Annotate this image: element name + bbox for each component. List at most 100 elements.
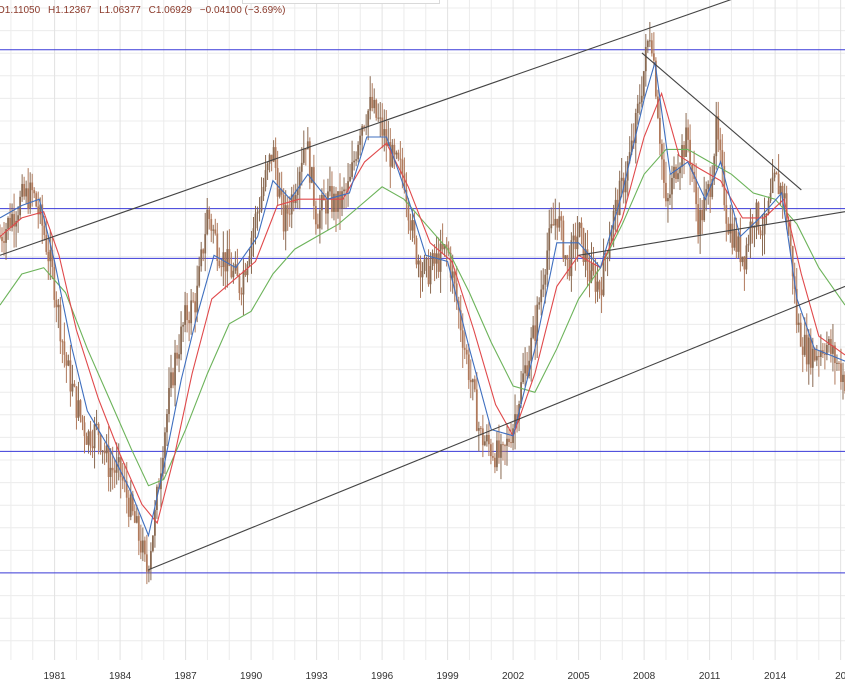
candle-body bbox=[564, 255, 567, 259]
candle-body bbox=[248, 256, 251, 265]
candle-body bbox=[811, 348, 814, 368]
candle-body bbox=[494, 457, 496, 468]
candle-body bbox=[799, 322, 802, 347]
candle-body bbox=[75, 386, 78, 418]
candle-body bbox=[314, 206, 317, 225]
candle-body bbox=[27, 188, 30, 209]
candle-body bbox=[262, 186, 265, 197]
candle-body bbox=[524, 365, 527, 374]
x-axis: 1981 1984 1987 1990 1993 1996 1999 2002 2005 2008… bbox=[43, 671, 845, 682]
candle-body bbox=[783, 193, 786, 199]
candle-body bbox=[496, 440, 498, 468]
x-tick-label: 1981 bbox=[43, 671, 66, 682]
candle-body bbox=[216, 233, 219, 261]
candle-body bbox=[67, 360, 70, 366]
candle-body bbox=[789, 234, 792, 247]
candle-body bbox=[45, 234, 48, 252]
x-tick-label: 1996 bbox=[371, 671, 394, 682]
trend-line[interactable] bbox=[578, 211, 845, 256]
candle-body bbox=[308, 141, 311, 183]
candle-body bbox=[584, 249, 587, 262]
candle-body bbox=[260, 196, 263, 211]
x-tick-label: 1987 bbox=[174, 671, 197, 682]
candle-body bbox=[152, 535, 154, 552]
trend-line[interactable] bbox=[641, 52, 802, 191]
candle-body bbox=[373, 99, 376, 109]
candle-body bbox=[93, 424, 96, 449]
candle-body bbox=[729, 223, 732, 234]
candle-body bbox=[55, 299, 58, 308]
candle-body bbox=[139, 540, 142, 553]
candle-body bbox=[713, 156, 716, 180]
candle-body bbox=[813, 348, 816, 361]
candle-body bbox=[665, 182, 667, 202]
candle-body bbox=[117, 457, 120, 463]
candle-body bbox=[127, 497, 130, 517]
candle-body bbox=[57, 304, 60, 308]
candle-body bbox=[29, 182, 32, 209]
toolbar-tab[interactable] bbox=[242, 0, 440, 4]
candle-body bbox=[801, 346, 804, 355]
candle-body bbox=[504, 445, 506, 447]
candle-body bbox=[190, 300, 193, 324]
candle-body bbox=[423, 259, 426, 271]
trend-line[interactable] bbox=[148, 285, 845, 571]
candle-body bbox=[807, 337, 810, 365]
candle-body bbox=[594, 270, 597, 292]
candle-body bbox=[198, 266, 201, 286]
ma-long-line bbox=[0, 148, 845, 487]
candle-body bbox=[284, 205, 287, 232]
candle-body bbox=[210, 219, 213, 231]
candle-body bbox=[791, 246, 794, 277]
candle-body bbox=[270, 154, 273, 162]
candle-body bbox=[282, 194, 285, 232]
candle-body bbox=[673, 166, 675, 178]
candle-body bbox=[797, 322, 800, 325]
candle-body bbox=[705, 189, 708, 197]
candle-body bbox=[620, 177, 623, 181]
candle-body bbox=[516, 414, 518, 421]
trend-lines[interactable] bbox=[0, 0, 845, 571]
candle-body bbox=[147, 569, 150, 572]
candle-body bbox=[371, 96, 374, 109]
ohlc-readout: O1.11050 H1.12367 L1.06377 C1.06929 −0.0… bbox=[0, 5, 285, 16]
candle-body bbox=[91, 446, 94, 449]
candle-body bbox=[119, 457, 122, 478]
candle-body bbox=[832, 345, 834, 354]
candle-body bbox=[809, 337, 812, 368]
candle-body bbox=[828, 339, 830, 345]
candle-body bbox=[592, 263, 595, 271]
candle-body bbox=[266, 163, 269, 171]
candle-body bbox=[461, 330, 464, 348]
candle-body bbox=[556, 218, 559, 228]
candle-body bbox=[379, 117, 382, 119]
trend-line[interactable] bbox=[0, 0, 819, 256]
candle-body bbox=[437, 253, 440, 272]
candle-body bbox=[455, 283, 458, 301]
candle-body bbox=[711, 179, 714, 197]
candle-body bbox=[538, 302, 541, 305]
candle-body bbox=[763, 213, 766, 235]
x-tick-label: 2005 bbox=[567, 671, 590, 682]
candle-body bbox=[669, 194, 671, 198]
candle-body bbox=[510, 442, 512, 444]
candle-body bbox=[834, 345, 836, 364]
candle-body bbox=[312, 167, 315, 207]
candle-body bbox=[204, 234, 207, 254]
candle-body bbox=[111, 467, 114, 471]
ma-short-line bbox=[0, 62, 845, 538]
candle-body bbox=[141, 540, 144, 553]
candle-body bbox=[540, 289, 543, 303]
candle-body bbox=[411, 220, 414, 231]
candle-body bbox=[522, 373, 524, 383]
candle-body bbox=[316, 224, 319, 229]
candle-body bbox=[590, 263, 593, 282]
candle-body bbox=[445, 244, 448, 248]
candle-body bbox=[85, 436, 88, 445]
candle-body bbox=[795, 288, 798, 325]
ohlc-change: −0.04100 (−3.69%) bbox=[200, 5, 286, 16]
candle-body bbox=[89, 431, 92, 447]
candle-body bbox=[296, 188, 299, 196]
